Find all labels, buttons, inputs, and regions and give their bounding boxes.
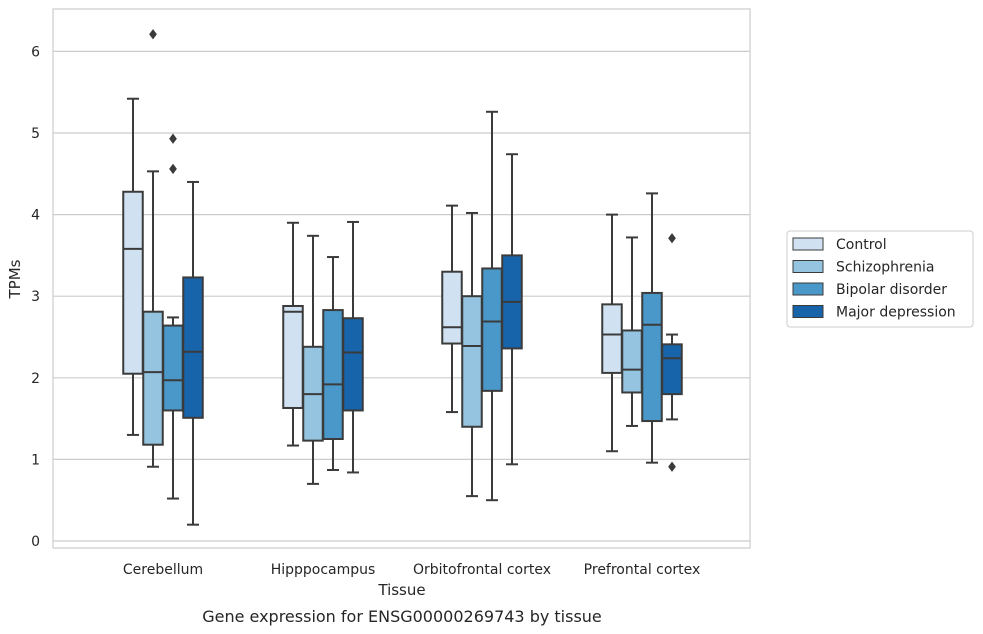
iqr-box [661, 343, 683, 396]
x-tick-label: Prefrontal cortex [584, 562, 701, 578]
y-axis-ticks: 0 1 2 3 4 5 6 [31, 44, 40, 550]
iqr-box [441, 270, 463, 345]
iqr-box [142, 310, 164, 446]
iqr-box [481, 267, 503, 392]
outlier-point [668, 233, 676, 244]
iqr-box [322, 309, 344, 440]
plot-area [52, 8, 751, 549]
box-control [282, 221, 304, 447]
x-axis-label: Tissue [377, 581, 425, 599]
outlier-point [149, 29, 157, 40]
iqr-box [621, 329, 643, 394]
x-tick-label: Orbitofrontal cortex [413, 562, 551, 578]
y-tick-label: 2 [31, 371, 40, 387]
box-major-depression [342, 220, 364, 474]
iqr-box [162, 324, 184, 412]
legend-swatch [792, 260, 824, 273]
y-tick-label: 1 [31, 452, 40, 468]
iqr-box [601, 303, 623, 374]
outlier-point [668, 461, 676, 472]
y-tick-label: 4 [31, 208, 40, 224]
legend: Control Schizophrenia Bipolar disorder Majo… [786, 230, 974, 328]
iqr-box [182, 276, 204, 419]
chart-caption: Gene expression for ENSG00000269743 by t… [202, 607, 602, 626]
iqr-box [461, 295, 483, 428]
box-bipolar-disorder [481, 110, 503, 502]
box-schizophrenia [621, 236, 643, 427]
iqr-box [282, 304, 304, 409]
legend-label: Major depression [836, 305, 956, 321]
box-bipolar-disorder [322, 256, 344, 472]
boxes-group [122, 29, 683, 526]
box-major-depression [661, 233, 683, 472]
x-tick-label: Hipppocampus [271, 562, 376, 578]
grid-lines [53, 50, 750, 542]
outlier-point [169, 133, 177, 144]
outlier-point [169, 163, 177, 175]
iqr-box [641, 291, 663, 423]
legend-swatch [792, 237, 824, 251]
legend-label: Control [836, 237, 887, 253]
y-tick-label: 0 [31, 534, 40, 550]
y-axis-label: TPMs [6, 259, 24, 299]
box-control [122, 97, 144, 436]
y-tick-label: 5 [31, 126, 40, 142]
y-tick-label: 6 [31, 44, 40, 60]
legend-swatch [792, 282, 824, 296]
x-tick-label: Cerebellum [123, 562, 203, 578]
legend-label: Bipolar disorder [836, 282, 947, 298]
iqr-box [122, 190, 144, 375]
box-control [601, 213, 623, 453]
y-tick-label: 3 [31, 289, 40, 305]
legend-label: Schizophrenia [836, 260, 934, 276]
legend-swatch [792, 305, 824, 318]
box-major-depression [501, 153, 523, 466]
x-axis-ticks: Cerebellum Hipppocampus Orbitofrontal cort… [123, 562, 700, 578]
iqr-box [342, 317, 364, 412]
box-major-depression [182, 180, 204, 526]
legend-frame [786, 230, 974, 328]
